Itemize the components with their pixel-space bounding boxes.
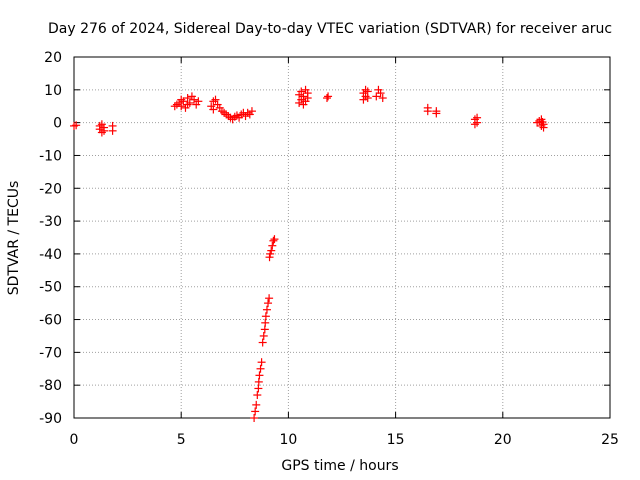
data-point [256, 364, 265, 373]
data-point [254, 377, 263, 386]
y-tick-label: -90 [39, 411, 62, 427]
data-point [185, 98, 194, 107]
axis-ticks [73, 56, 611, 419]
data-point [538, 117, 547, 126]
data-point [261, 312, 270, 321]
data-point [255, 371, 264, 380]
data-point [100, 126, 109, 135]
x-tick-label: 15 [387, 432, 405, 448]
data-point [108, 121, 117, 130]
data-point [251, 407, 260, 416]
data-point [270, 235, 279, 244]
data-point [209, 105, 218, 114]
x-tick-label: 5 [177, 432, 186, 448]
data-point [265, 294, 274, 303]
data-point [264, 299, 273, 308]
data-point [324, 92, 333, 101]
data-point [258, 338, 267, 347]
data-point [183, 94, 192, 103]
grid-lines [74, 57, 610, 418]
y-tick-label: -30 [39, 214, 62, 230]
data-point [262, 305, 271, 314]
data-point [261, 318, 270, 327]
data-point [265, 253, 274, 262]
data-point [267, 246, 276, 255]
data-point [211, 95, 220, 104]
data-point [252, 400, 261, 409]
chart-title: Day 276 of 2024, Sidereal Day-to-day VTE… [48, 21, 612, 37]
data-point [372, 92, 381, 101]
data-point [269, 236, 278, 245]
y-tick-label: 0 [53, 116, 62, 132]
y-tick-label: -50 [39, 280, 62, 296]
data-point [297, 87, 306, 96]
x-tick-label: 10 [279, 432, 297, 448]
data-point [423, 107, 432, 116]
x-tick-label: 0 [70, 432, 79, 448]
data-point [257, 358, 266, 367]
data-point [299, 92, 308, 101]
data-point [266, 249, 275, 258]
data-point [473, 113, 482, 122]
y-tick-labels: 20 10 0 -10 -20 -30 -40 -50 -60 -70 -80 -90 [39, 50, 62, 427]
plot-frame [73, 56, 611, 419]
y-tick-label: -20 [39, 181, 62, 197]
y-tick-label: 20 [44, 50, 62, 66]
y-tick-label: -40 [39, 247, 62, 263]
y-tick-label: -10 [39, 148, 62, 164]
data-point [322, 94, 331, 103]
y-axis-label: SDTVAR / TECUs [6, 181, 22, 296]
data-point [303, 94, 312, 103]
data-point [259, 331, 268, 340]
data-point [194, 97, 203, 106]
x-tick-label: 20 [494, 432, 512, 448]
x-tick-label: 25 [601, 432, 619, 448]
data-point [363, 87, 372, 96]
y-tick-label: -70 [39, 345, 62, 361]
x-tick-labels: 0 5 10 15 20 25 [70, 432, 619, 448]
data-point [247, 107, 256, 116]
data-point [539, 123, 548, 132]
data-point [376, 89, 385, 98]
data-point [253, 391, 262, 400]
data-point [250, 414, 259, 422]
data-points [70, 85, 548, 422]
data-point [268, 241, 277, 250]
y-tick-label: -60 [39, 313, 62, 329]
y-tick-label: -80 [39, 378, 62, 394]
x-axis-label: GPS time / hours [281, 458, 398, 474]
data-point [179, 97, 188, 106]
data-point [378, 94, 387, 103]
data-point [72, 121, 81, 130]
data-point [432, 109, 441, 118]
data-point [190, 95, 199, 104]
y-tick-label: 10 [44, 83, 62, 99]
